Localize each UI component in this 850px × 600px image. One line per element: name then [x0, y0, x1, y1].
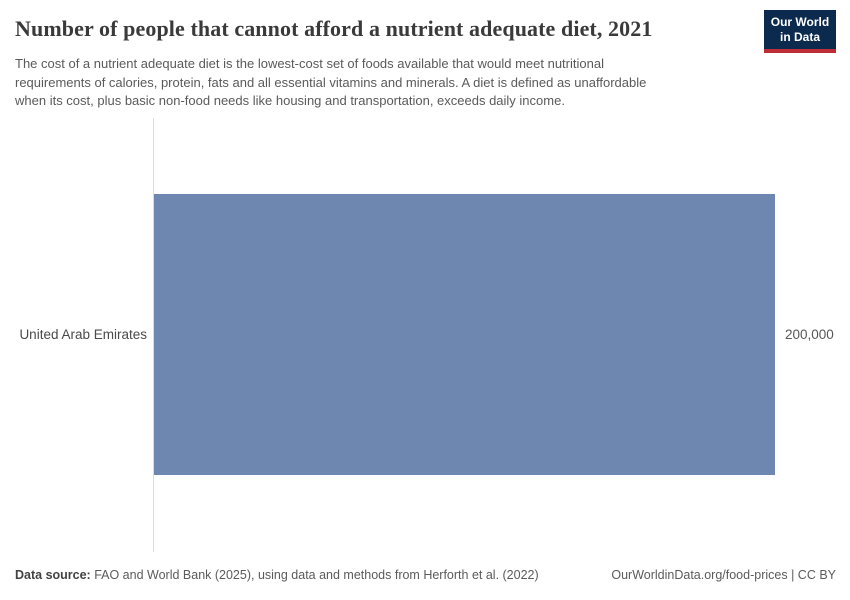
footer-credit: OurWorldinData.org/food-prices | CC BY [611, 568, 836, 582]
data-source: Data source: FAO and World Bank (2025), … [15, 568, 539, 582]
subtitle-line: when its cost, plus basic non-food needs… [15, 93, 565, 108]
entity-bar[interactable] [154, 194, 775, 475]
page-title: Number of people that cannot afford a nu… [15, 16, 653, 41]
y-axis-line [153, 118, 154, 552]
subtitle-line: requirements of calories, protein, fats … [15, 74, 647, 90]
subtitle-line: The cost of a nutrient adequate diet is … [15, 56, 604, 71]
footer-url-link[interactable]: OurWorldinData.org/food-prices [611, 568, 788, 582]
entity-label-united-arab-emirates: United Arab Emirates [19, 327, 147, 342]
data-source-text: FAO and World Bank (2025), using data an… [90, 568, 539, 582]
chart-subtitle: The cost of a nutrient adequate diet is … [15, 55, 646, 111]
value-label: 200,000 [785, 327, 834, 342]
chart-footer: Data source: FAO and World Bank (2025), … [15, 568, 836, 582]
owid-logo-line2: in Data [779, 30, 820, 44]
owid-logo-line1: Our World [770, 15, 830, 29]
footer-license-link[interactable]: CC BY [797, 568, 836, 582]
owid-logo[interactable]: Our World in Data [764, 10, 836, 53]
footer-separator: | [787, 568, 798, 582]
data-source-label: Data source: [15, 568, 91, 582]
